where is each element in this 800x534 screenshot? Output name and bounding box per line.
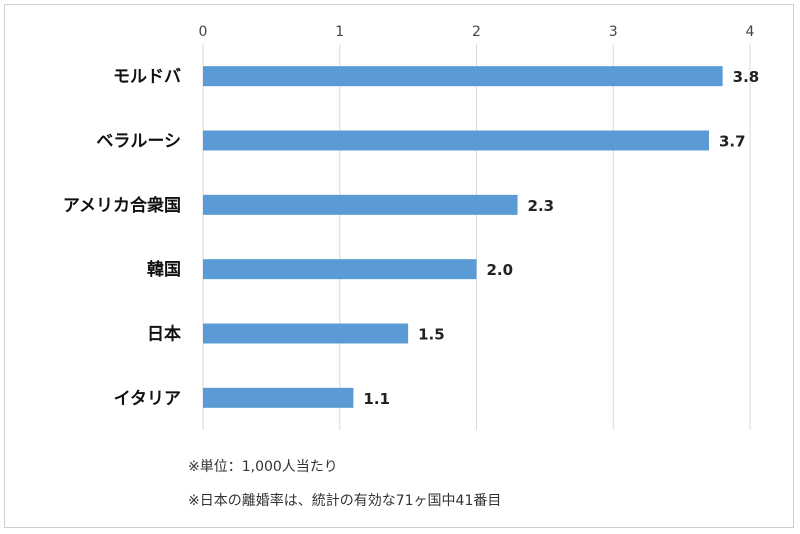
category-label: イタリア <box>114 389 181 409</box>
data-labels: 3.8 3.7 2.3 2.0 1.5 1.1 <box>363 68 759 408</box>
gridlines <box>202 44 751 430</box>
category-label: アメリカ合衆国 <box>63 195 181 216</box>
bar <box>203 387 354 408</box>
data-label: 1.5 <box>418 326 445 344</box>
data-label: 3.7 <box>719 133 746 151</box>
bar <box>203 194 518 215</box>
x-axis-tick-labels: 0 1 2 3 4 <box>199 24 755 40</box>
category-label: モルドバ <box>113 67 181 87</box>
note-ranking: ※日本の離婚率は、統計の有効な71ヶ国中41番目 <box>188 493 502 509</box>
note-unit: ※単位：1,000人当たり <box>188 459 338 475</box>
data-label: 2.0 <box>487 261 514 279</box>
data-label: 1.1 <box>363 390 390 408</box>
data-label: 3.8 <box>733 68 760 86</box>
x-tick-label: 4 <box>746 24 755 40</box>
bar <box>203 130 709 151</box>
bar <box>203 323 409 344</box>
x-tick-label: 2 <box>472 24 481 40</box>
category-label: ベラルーシ <box>96 132 181 152</box>
x-tick-label: 3 <box>609 24 618 40</box>
x-tick-label: 0 <box>199 24 208 40</box>
category-label: 韓国 <box>147 259 181 280</box>
category-label: 日本 <box>147 324 181 345</box>
x-tick-label: 1 <box>335 24 344 40</box>
bar <box>203 66 723 87</box>
bar <box>203 259 477 280</box>
bars <box>203 66 723 408</box>
data-label: 2.3 <box>528 197 555 215</box>
